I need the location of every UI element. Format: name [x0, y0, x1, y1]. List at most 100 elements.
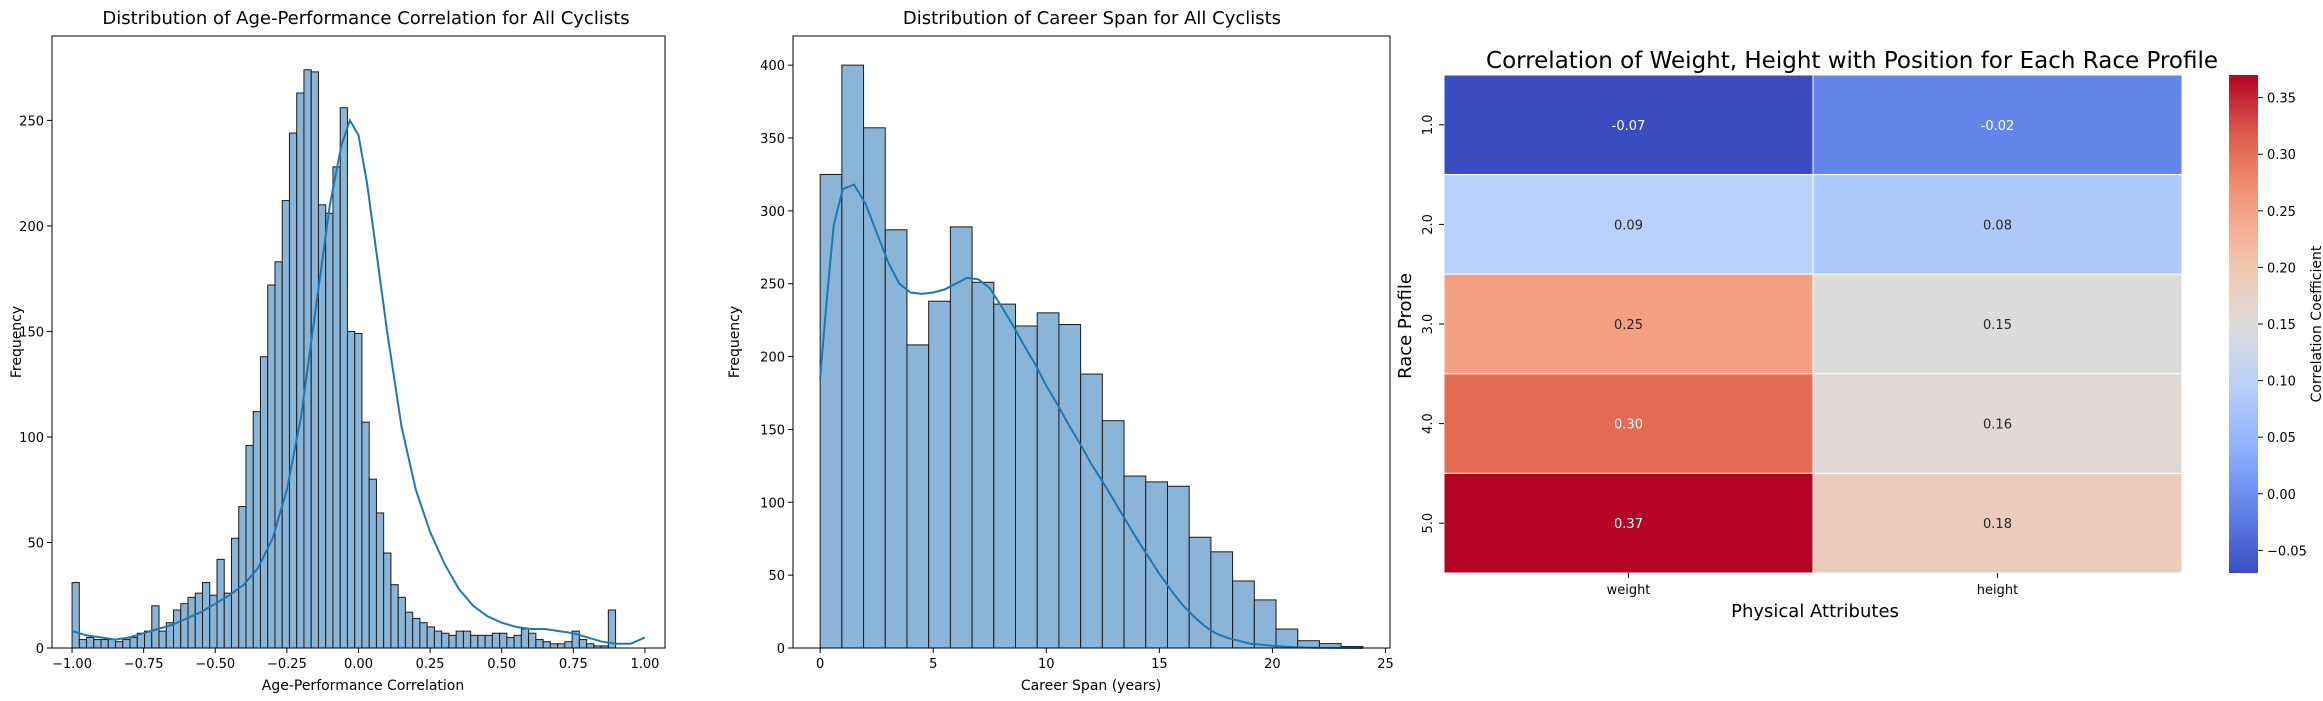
- histogram-bar: [375, 512, 385, 649]
- histogram-bar: [303, 69, 312, 649]
- histogram-bar: [296, 92, 305, 649]
- histogram-bar: [586, 643, 595, 649]
- y-tick-label: 50: [768, 569, 785, 584]
- histogram-bar: [1210, 551, 1234, 649]
- heatmap-x-ticks: weight height: [1607, 573, 2018, 598]
- y-tick-label: 250: [19, 114, 44, 129]
- histogram-bar: [281, 200, 290, 649]
- histogram-bar: [317, 204, 327, 649]
- histogram-bar: [949, 226, 973, 649]
- histogram-bar: [129, 636, 138, 649]
- colorbar: [2229, 75, 2258, 573]
- histogram-bar: [1080, 373, 1103, 649]
- y-tick-label: 100: [760, 496, 785, 511]
- heatmap-cell-label: 0.18: [1983, 517, 2012, 532]
- x-tick-label: 0: [816, 657, 824, 672]
- histogram-bar: [288, 132, 298, 649]
- histogram-bar: [267, 284, 276, 649]
- histogram-bar: [346, 330, 356, 649]
- x-tick-label: height: [1977, 583, 2018, 598]
- histogram-bar: [578, 639, 588, 649]
- histogram-bar: [441, 632, 450, 649]
- histogram-bar: [506, 636, 515, 649]
- heatmap-y-ticks: 1.0 2.0 3.0 4.0 5.0: [1421, 114, 1444, 534]
- x-tick-label: −0.25: [267, 657, 307, 672]
- histogram-bar: [1232, 580, 1255, 649]
- histogram-bar: [223, 592, 232, 649]
- x-tick-label: −0.75: [124, 657, 164, 672]
- y-tick-label: 1.0: [1421, 114, 1436, 135]
- y-tick-label: 200: [760, 351, 785, 366]
- histogram-bar: [419, 622, 428, 649]
- chart1-x-ticks: −1.00 −0.75 −0.50 −0.25 0.00 0.25 0.50 0.75 1.00: [52, 648, 659, 672]
- x-tick-label: weight: [1607, 583, 1651, 598]
- chart3-ylabel: Race Profile: [1395, 273, 1416, 379]
- colorbar-tick-label: 0.00: [2267, 488, 2296, 503]
- heatmap-cell-label: 0.30: [1614, 418, 1643, 433]
- y-tick-label: 350: [760, 132, 785, 147]
- histogram-bar: [549, 643, 559, 649]
- histogram-bar: [426, 626, 435, 649]
- histogram-bar: [202, 582, 211, 649]
- chart1-plot-frame: [51, 35, 666, 649]
- x-tick-label: 1.00: [630, 657, 659, 672]
- histogram-bar: [339, 107, 348, 649]
- histogram-bar: [1015, 325, 1038, 649]
- histogram-bar: [535, 639, 544, 649]
- histogram-bar: [78, 639, 88, 649]
- histogram-bar: [841, 64, 865, 649]
- y-tick-label: 150: [19, 325, 44, 340]
- chart1-title: Distribution of Age-Performance Correlat…: [102, 8, 629, 29]
- histogram-bar: [397, 596, 406, 649]
- histogram-bar: [1101, 420, 1125, 649]
- heatmap-cell-label: -0.02: [1981, 119, 2015, 134]
- chart2-plot-frame: [792, 35, 1391, 649]
- chart3-title: Correlation of Weight, Height with Posit…: [1486, 48, 2218, 74]
- histogram-bar: [1188, 536, 1212, 649]
- y-tick-label: 3.0: [1421, 314, 1436, 335]
- histogram-bar: [542, 641, 551, 649]
- histogram-bar: [1036, 312, 1060, 649]
- heatmap-cell-label: 0.15: [1983, 318, 2012, 333]
- histogram-bar: [194, 592, 204, 649]
- y-tick-label: 400: [760, 59, 785, 74]
- x-tick-label: 0.75: [559, 657, 588, 672]
- heatmap-cell: [1812, 273, 2183, 375]
- histogram-bar: [100, 639, 109, 649]
- histogram-bar: [325, 212, 334, 649]
- histogram-bar: [245, 444, 254, 649]
- histogram-bar: [884, 229, 908, 649]
- histogram-bar: [93, 639, 102, 649]
- histogram-bar: [274, 261, 283, 649]
- histogram-bar: [238, 506, 247, 649]
- heatmap-cell-label: -0.07: [1612, 119, 1646, 134]
- histogram-bar: [122, 639, 131, 649]
- histogram-bar: [151, 605, 160, 649]
- histogram-bar: [448, 634, 457, 649]
- histogram-bar: [187, 596, 196, 649]
- histogram-bar: [491, 632, 501, 649]
- histogram-bar: [477, 634, 486, 649]
- heatmap-cell: [1443, 373, 1814, 474]
- colorbar-ticks: −0.05 0.00 0.05 0.10 0.15 0.20 0.25 0.30 0.35: [2258, 92, 2307, 559]
- histogram-bar: [520, 628, 530, 649]
- chart1-bars: [71, 69, 617, 649]
- histogram-bar: [462, 630, 472, 649]
- y-tick-label: 0: [36, 642, 44, 657]
- chart2-ylabel: Frequency: [727, 306, 743, 378]
- age-correlation-histogram: Distribution of Age-Performance Correlat…: [9, 8, 666, 694]
- x-tick-label: 0.25: [416, 657, 445, 672]
- histogram-bar: [513, 634, 522, 649]
- y-tick-label: 100: [19, 431, 44, 446]
- chart2-title: Distribution of Career Span for All Cycl…: [903, 8, 1281, 29]
- colorbar-label: Correlation Coefficient: [2309, 245, 2323, 402]
- x-tick-label: 20: [1264, 657, 1281, 672]
- heatmap-cell-label: 0.25: [1614, 318, 1643, 333]
- heatmap-cells: -0.07 -0.02 0.09 0.08 0.25 0.15 0.30 0.16 0.37 0.…: [1443, 74, 2183, 574]
- chart1-kde-line: [71, 117, 646, 645]
- x-tick-label: −0.50: [195, 657, 235, 672]
- x-tick-label: 0.00: [344, 657, 373, 672]
- histogram-bar: [484, 634, 493, 649]
- histogram-bar: [368, 478, 377, 649]
- y-tick-label: 50: [27, 536, 44, 551]
